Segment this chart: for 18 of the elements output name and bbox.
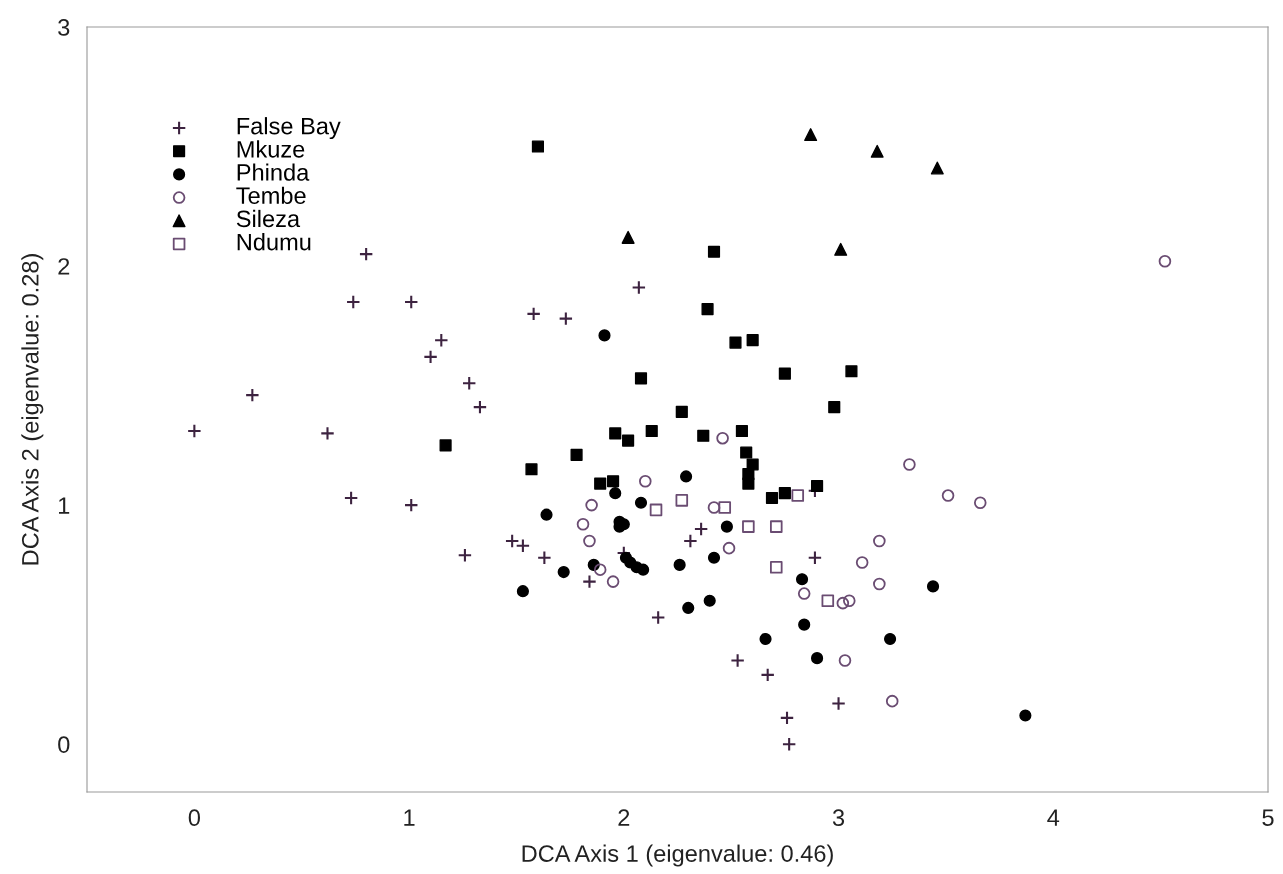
legend-label: Ndumu [237, 233, 311, 251]
y-tick-label: 0 [58, 736, 70, 753]
legend-label: Sileza [236, 209, 301, 228]
x-tick-label: 1 [404, 809, 415, 826]
legend-label: Phinda [237, 163, 310, 181]
y-axis-title: DCA Axis 2 (eigenvalue: 0.28) [21, 254, 44, 565]
x-tick-label: 4 [1047, 809, 1060, 826]
y-tick-label: 2 [58, 258, 70, 275]
legend-label: Mkuze [237, 140, 305, 158]
y-tick-label: 3 [58, 19, 70, 36]
x-tick-label: 0 [188, 809, 201, 827]
x-axis-title: DCA Axis 1 (eigenvalue: 0.46) [522, 844, 833, 867]
y-tick-label: 1 [59, 497, 70, 514]
x-tick-label: 3 [832, 809, 845, 827]
legend-label: Tembe [236, 186, 306, 205]
x-tick-label: 2 [618, 809, 630, 826]
legend-label: False Bay [237, 117, 341, 140]
x-tick-label: 5 [1262, 809, 1274, 827]
